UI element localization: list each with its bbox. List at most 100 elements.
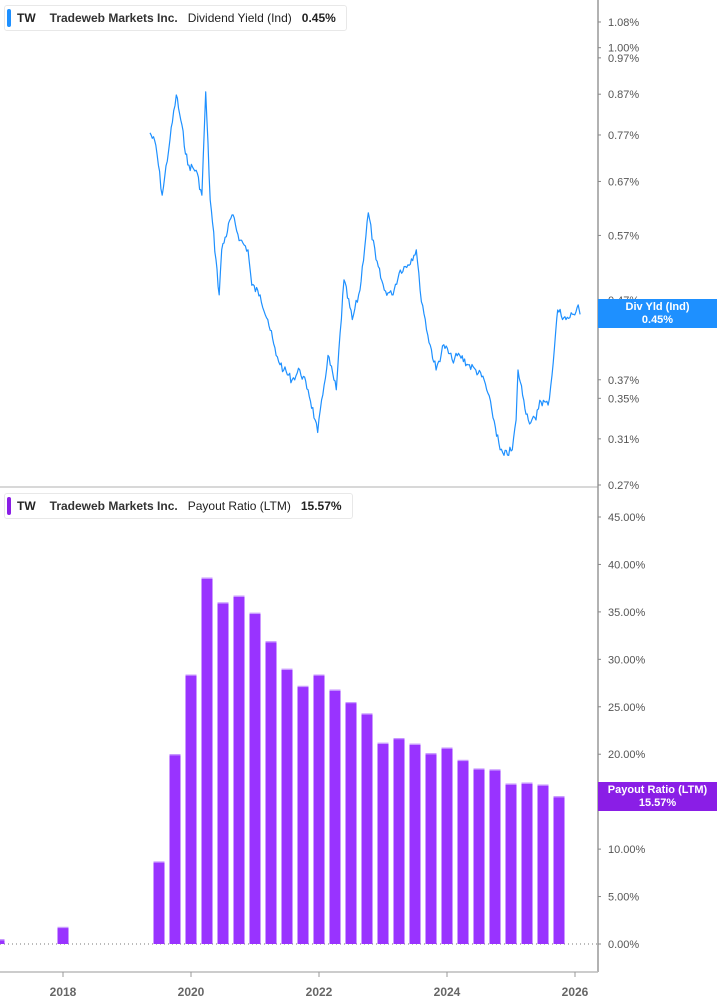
series-color-swatch	[7, 497, 11, 515]
y-tick-label: 0.00%	[608, 939, 639, 951]
payout-bar	[409, 743, 421, 944]
payout-bar-cap	[249, 612, 261, 615]
y-tick-label: 25.00%	[608, 702, 646, 714]
y-tick-label: 40.00%	[608, 559, 646, 571]
payout-bar-cap	[441, 747, 453, 749]
payout-bar-cap	[345, 702, 357, 704]
payout-bar	[345, 702, 357, 944]
payout-bar-cap	[329, 689, 341, 691]
y-tick-label: 0.67%	[608, 176, 639, 188]
payout-bar-cap	[313, 674, 325, 676]
payout-bar	[201, 577, 213, 944]
payout-bar-cap	[489, 769, 501, 771]
y-tick-label: 1.08%	[608, 17, 639, 29]
payout-bar-cap	[409, 743, 421, 745]
y-tick-label: 0.37%	[608, 375, 639, 387]
payout-bar-cap	[521, 782, 533, 784]
y-tick-label: 0.57%	[608, 230, 639, 242]
ticker: TW	[17, 11, 36, 25]
tag-value: 15.57%	[638, 797, 677, 809]
company-name: Tradeweb Markets Inc.	[49, 499, 178, 513]
payout-bar	[553, 796, 565, 944]
payout-bar	[361, 713, 373, 944]
payout-bar	[505, 783, 517, 944]
metric-value: 15.57%	[300, 499, 342, 513]
payout-bar	[377, 742, 389, 944]
payout-bar-cap	[425, 753, 437, 755]
payout-bar	[265, 641, 277, 944]
payout-bar	[281, 668, 293, 944]
y-tick-label: 45.00%	[608, 512, 646, 524]
tag-value: 0.45%	[641, 314, 674, 326]
payout-bar	[441, 747, 453, 944]
payout-bar	[457, 759, 469, 944]
payout-bar-cap	[169, 754, 181, 756]
series-color-swatch	[7, 9, 11, 27]
payout-bar	[489, 769, 501, 944]
payout-bar	[313, 674, 325, 944]
payout-bar-cap	[553, 796, 565, 798]
tag-label: Div Yld (Ind)	[625, 301, 690, 313]
payout-bar-cap	[185, 674, 197, 676]
payout-bar	[473, 768, 485, 944]
payout-bar	[185, 674, 197, 944]
payout-bar	[169, 754, 181, 944]
payout-bar-cap	[201, 577, 213, 579]
payout-bar	[153, 861, 165, 944]
div-yield-value-tag: Div Yld (Ind) 0.45%	[598, 299, 717, 328]
payout-bar	[393, 738, 405, 944]
x-tick-label: 2020	[178, 985, 205, 999]
y-tick-label: 0.27%	[608, 480, 639, 492]
payout-bar	[297, 685, 309, 944]
y-tick-label: 0.97%	[608, 53, 639, 65]
dividend-yield-line	[149, 91, 581, 456]
payout-bar-cap	[233, 595, 245, 597]
payout-bar	[0, 939, 5, 944]
payout-bar-cap	[457, 759, 469, 762]
y-tick-label: 20.00%	[608, 749, 646, 761]
y-tick-label: 0.77%	[608, 130, 639, 142]
x-tick-label: 2022	[306, 985, 333, 999]
y-tick-label: 0.35%	[608, 393, 639, 405]
payout-bar-cap	[0, 939, 5, 941]
ticker: TW	[17, 499, 36, 513]
payout-bar	[425, 753, 437, 944]
y-tick-label: 35.00%	[608, 607, 646, 619]
payout-bar-cap	[217, 602, 229, 604]
payout-axis-ticks: 45.00%40.00%35.00%30.00%25.00%20.00%15.0…	[598, 512, 646, 951]
bottom-legend: TW Tradeweb Markets Inc. Payout Ratio (L…	[4, 493, 353, 519]
payout-ratio-value-tag: Payout Ratio (LTM) 15.57%	[598, 782, 717, 811]
payout-bar-cap	[281, 668, 293, 671]
payout-bar-cap	[377, 742, 389, 745]
x-tick-label: 2018	[50, 985, 77, 999]
payout-bar	[521, 782, 533, 944]
y-tick-label: 30.00%	[608, 654, 646, 666]
payout-bar	[329, 689, 341, 944]
payout-bar-cap	[153, 861, 165, 863]
x-axis-ticks: 2018 2020 2022 2024 2026	[50, 972, 589, 999]
payout-bar-cap	[361, 713, 373, 715]
payout-bars	[0, 577, 565, 944]
metric-name: Payout Ratio (LTM)	[187, 499, 291, 513]
tag-label: Payout Ratio (LTM)	[607, 784, 708, 796]
payout-bar	[537, 784, 549, 944]
payout-bar-cap	[265, 641, 277, 643]
payout-bar	[249, 612, 261, 944]
y-tick-label: 0.31%	[608, 434, 639, 446]
payout-bar	[57, 926, 69, 944]
payout-bar-cap	[393, 738, 405, 740]
payout-bar	[217, 602, 229, 944]
y-tick-label: 10.00%	[608, 844, 646, 856]
payout-bar-cap	[537, 784, 549, 786]
metric-name: Dividend Yield (Ind)	[187, 11, 292, 25]
x-tick-label: 2026	[562, 985, 589, 999]
y-tick-label: 0.87%	[608, 89, 639, 101]
metric-value: 0.45%	[301, 11, 336, 25]
payout-bar	[233, 595, 245, 944]
top-legend: TW Tradeweb Markets Inc. Dividend Yield …	[4, 5, 347, 31]
payout-bar-cap	[297, 685, 309, 688]
payout-bar-cap	[57, 926, 69, 929]
yield-axis-ticks: 1.08%1.00%0.97%0.87%0.77%0.67%0.57%0.47%…	[598, 17, 639, 492]
company-name: Tradeweb Markets Inc.	[49, 11, 178, 25]
y-tick-label: 1.00%	[608, 43, 639, 55]
